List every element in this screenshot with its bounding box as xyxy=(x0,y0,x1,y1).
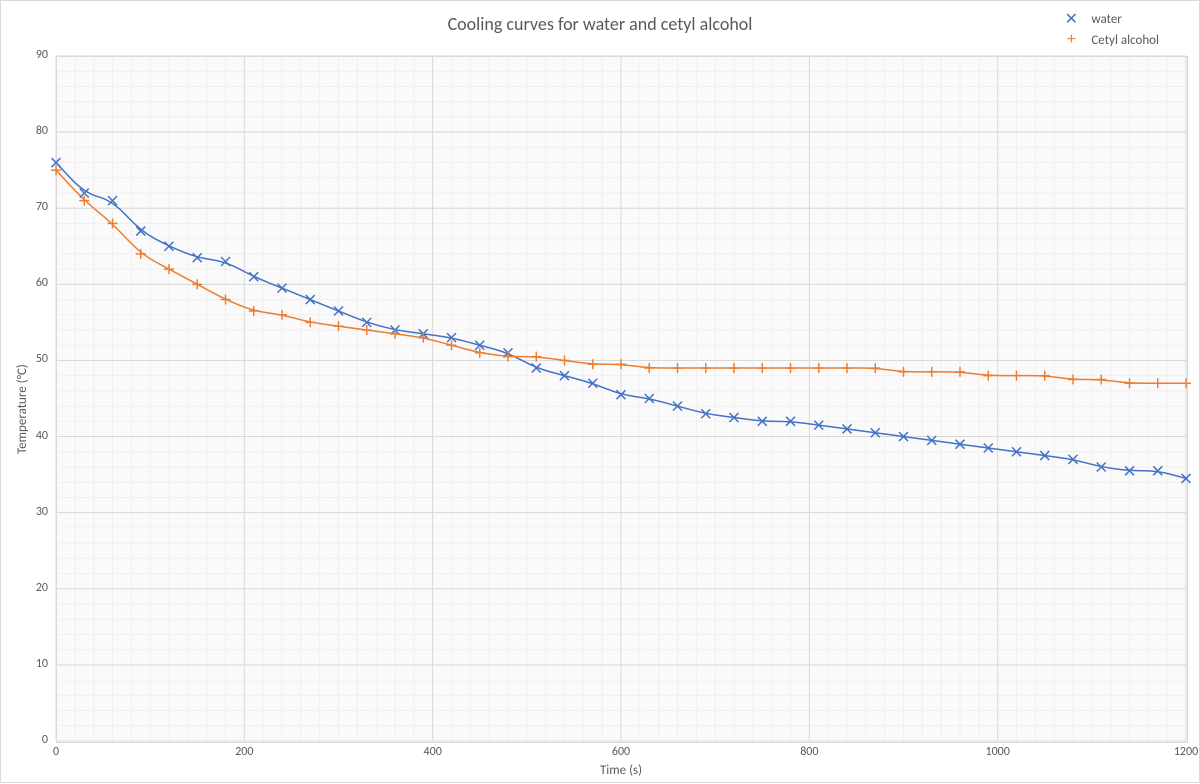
y-tick-label: 40 xyxy=(36,429,48,443)
y-tick-label: 10 xyxy=(36,657,48,671)
x-tick-label: 200 xyxy=(229,745,259,759)
y-tick-label: 30 xyxy=(36,505,48,519)
x-tick-label: 1200 xyxy=(1171,745,1200,759)
chart-svg xyxy=(1,1,1200,784)
x-tick-label: 0 xyxy=(41,745,71,759)
y-tick-label: 90 xyxy=(36,48,48,62)
y-tick-label: 50 xyxy=(36,352,48,366)
chart-container: Cooling curves for water and cetyl alcoh… xyxy=(0,0,1200,783)
x-tick-label: 1000 xyxy=(983,745,1013,759)
y-tick-label: 70 xyxy=(36,200,48,214)
x-tick-label: 600 xyxy=(606,745,636,759)
y-tick-label: 20 xyxy=(36,581,48,595)
x-tick-label: 800 xyxy=(794,745,824,759)
x-tick-label: 400 xyxy=(418,745,448,759)
y-tick-label: 0 xyxy=(42,733,48,747)
y-tick-label: 80 xyxy=(36,124,48,138)
y-tick-label: 60 xyxy=(36,276,48,290)
